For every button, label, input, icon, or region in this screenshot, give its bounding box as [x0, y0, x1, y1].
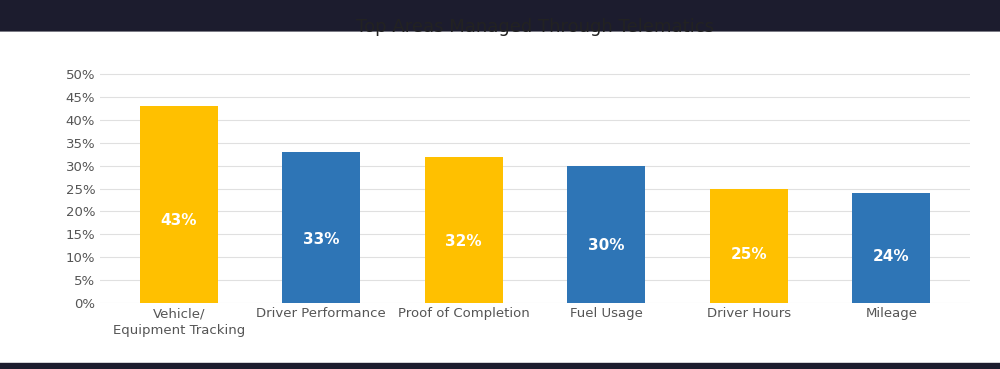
Title: Top Areas Managed Through Telematics: Top Areas Managed Through Telematics: [356, 18, 714, 36]
Text: 33%: 33%: [303, 232, 339, 247]
Text: 25%: 25%: [730, 247, 767, 262]
Text: 24%: 24%: [873, 249, 910, 264]
Text: 30%: 30%: [588, 238, 625, 253]
Bar: [425, 156, 503, 303]
Bar: [852, 193, 930, 303]
Bar: [282, 152, 360, 303]
Bar: [140, 106, 218, 303]
Bar: [710, 189, 788, 303]
Text: 32%: 32%: [445, 234, 482, 249]
Bar: [567, 166, 645, 303]
Text: 43%: 43%: [160, 213, 197, 228]
